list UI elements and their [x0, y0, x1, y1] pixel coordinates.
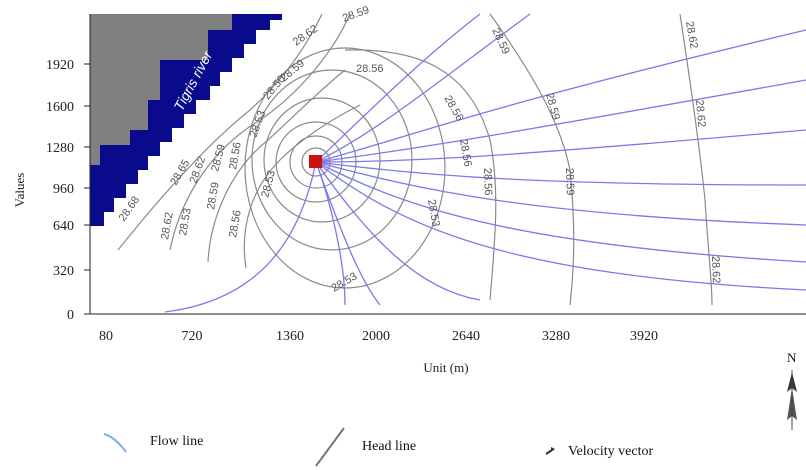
- head-label: 28.56: [481, 168, 494, 196]
- legend-flow-line: Flow line: [150, 434, 204, 449]
- x-tick-label: 3280: [542, 329, 570, 344]
- head-label: 28.62: [683, 20, 700, 49]
- head-label: 28.59: [563, 168, 576, 196]
- y-tick-label: 1280: [46, 141, 74, 156]
- head-label: 28.56: [227, 209, 244, 238]
- velocity-vector-legend-icon: [545, 447, 555, 455]
- land-area: [90, 14, 282, 165]
- y-axis-title: Values: [12, 173, 27, 208]
- y-tick-label: 1600: [46, 100, 74, 115]
- y-tick-label: 320: [53, 264, 74, 279]
- x-tick-label: 720: [182, 329, 203, 344]
- head-label: 28.62: [159, 211, 176, 240]
- flow-lines: [164, 13, 806, 313]
- head-line-legend-icon: [315, 427, 345, 467]
- head-label: 28.53: [425, 198, 442, 227]
- y-tick-label: 1920: [46, 58, 74, 73]
- head-contours: [117, 13, 713, 306]
- y-tick-label: 0: [67, 308, 74, 323]
- flow-line-legend-icon: [103, 433, 127, 453]
- x-tick-label: 2640: [452, 329, 480, 344]
- legend-velocity-vector: Velocity vector: [568, 444, 654, 459]
- head-label: 28.59: [205, 181, 222, 210]
- y-ticks: 0 320 640 960 1280 1600 1920: [46, 58, 90, 323]
- x-axis-title: Unit (m): [423, 360, 468, 375]
- head-label: 28.62: [693, 99, 707, 127]
- legend-head-line: Head line: [362, 439, 417, 454]
- head-label: 28.53: [177, 207, 194, 236]
- x-tick-label: 2000: [362, 329, 390, 344]
- y-tick-label: 640: [53, 219, 74, 234]
- x-tick-label: 3920: [630, 329, 658, 344]
- north-label: N: [787, 350, 797, 365]
- head-label: 28.62: [709, 256, 722, 284]
- head-label: 28.56: [227, 141, 244, 170]
- tigris-river: [90, 14, 282, 226]
- north-arrow: [787, 370, 797, 430]
- x-tick-label: 80: [99, 329, 113, 344]
- pumping-well: [309, 155, 322, 168]
- x-tick-label: 1360: [276, 329, 304, 344]
- head-label: 28.56: [457, 138, 474, 167]
- x-ticks: 80 720 1360 2000 2640 3280 3920: [99, 329, 658, 344]
- head-label: 28.56: [356, 63, 384, 75]
- y-tick-label: 960: [53, 182, 74, 197]
